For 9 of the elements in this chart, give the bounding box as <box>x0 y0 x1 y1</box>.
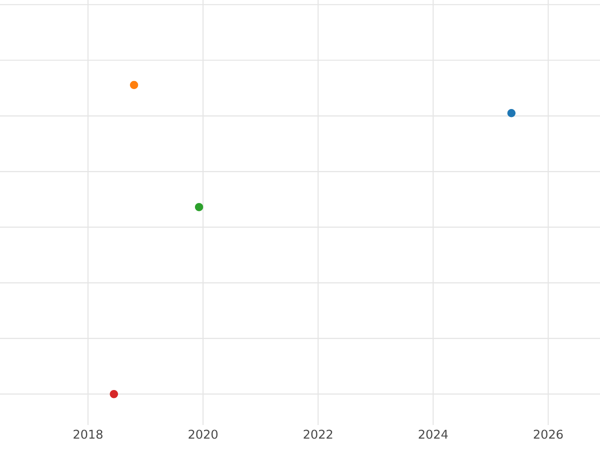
x-tick-label: 2018 <box>74 430 102 439</box>
x-tick-label: 2026 <box>534 430 563 439</box>
x-tick-label: 2020 <box>188 430 218 439</box>
point <box>194 202 204 212</box>
x-tick-label: 2024 <box>418 430 448 439</box>
point <box>507 108 516 118</box>
x-tick-label: 2022 <box>304 430 332 439</box>
point <box>110 390 118 398</box>
point <box>130 80 138 90</box>
